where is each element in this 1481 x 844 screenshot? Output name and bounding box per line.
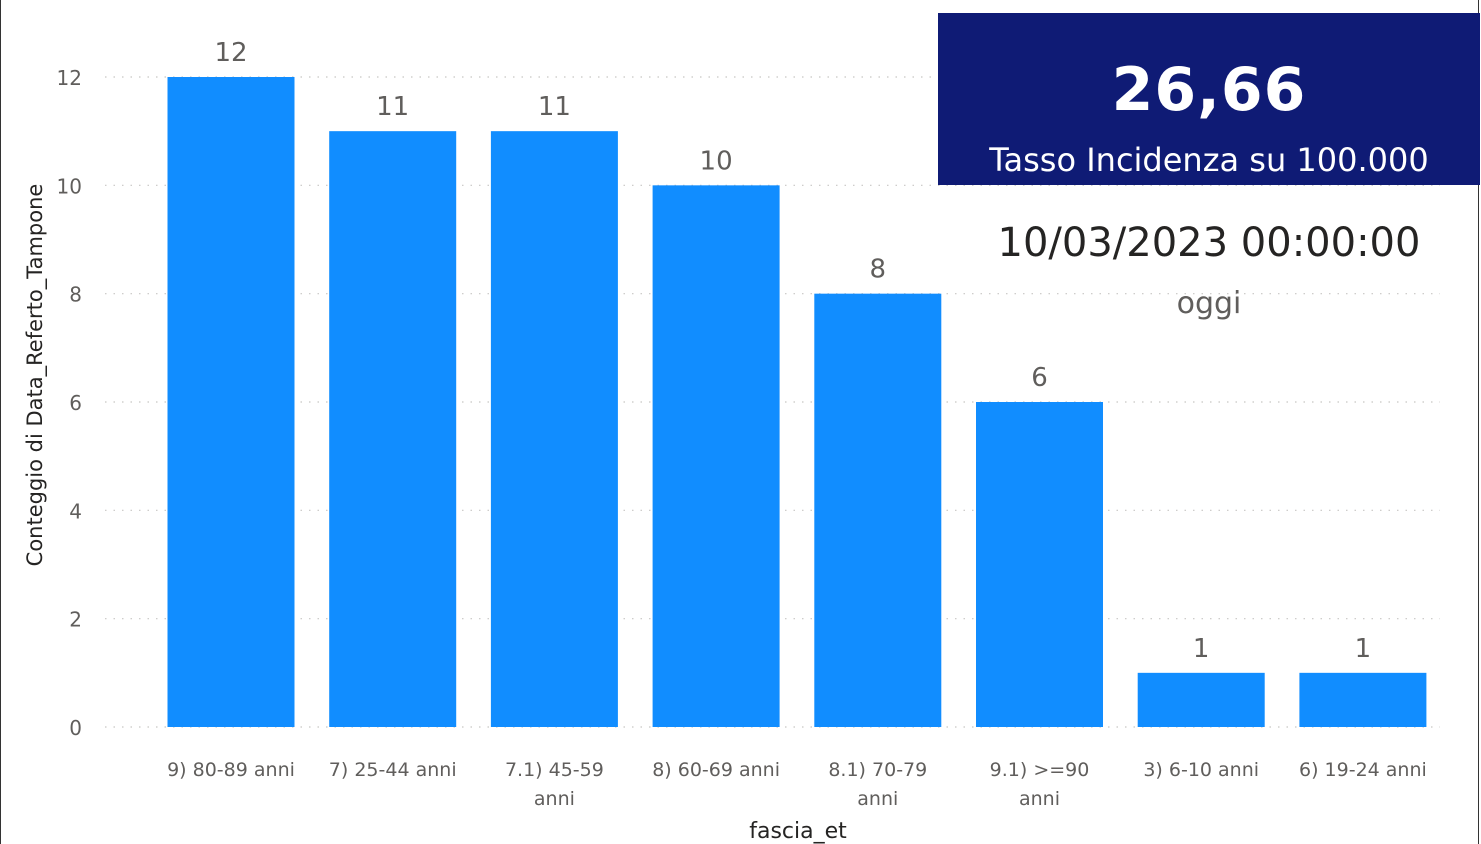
x-tick-label: 3) 6-10 anni: [1143, 759, 1259, 781]
y-tick-label: 12: [57, 66, 82, 90]
y-tick-label: 10: [57, 174, 82, 198]
x-tick-label: 7) 25-44 anni: [329, 759, 457, 781]
y-tick-label: 4: [69, 499, 82, 523]
x-tick-label: 9) 80-89 anni: [167, 759, 295, 781]
data-label: 8: [870, 255, 887, 285]
x-axis-ticks: 9) 80-89 anni 7) 25-44 anni 7.1) 45-59 anni…: [167, 759, 1427, 810]
date-card-value: 10/03/2023 00:00:00: [997, 220, 1421, 266]
gridlines: [105, 76, 1440, 728]
x-tick-label: 9.1) >=90 anni: [990, 759, 1090, 810]
data-label: 11: [376, 92, 409, 122]
kpi-value: 26,66: [1111, 55, 1307, 125]
y-axis-ticks: 0 2 4 6 8 10 12: [57, 66, 82, 740]
kpi-label: Tasso Incidenza su 100.000: [989, 141, 1429, 179]
x-tick-label: 8) 60-69 anni: [652, 759, 780, 781]
data-label: 12: [214, 38, 247, 68]
x-tick-label: 7.1) 45-59 anni: [505, 759, 604, 810]
bar: [329, 131, 457, 727]
x-tick-label: 6) 19-24 anni: [1299, 759, 1427, 781]
data-label: 10: [700, 146, 733, 176]
data-label: 1: [1193, 634, 1210, 664]
bar: [814, 293, 942, 727]
bar: [976, 402, 1103, 727]
kpi-card: 26,66 Tasso Incidenza su 100.000: [938, 13, 1480, 185]
bars: [167, 77, 1427, 728]
bar: [1299, 672, 1427, 727]
y-tick-label: 8: [69, 283, 82, 307]
x-tick-label: 8.1) 70-79 anni: [828, 759, 927, 810]
y-tick-label: 2: [69, 608, 82, 632]
bar: [167, 77, 295, 727]
x-axis-label: fascia_et: [749, 819, 847, 844]
bar: [652, 185, 780, 728]
data-label: 11: [538, 92, 571, 122]
y-tick-label: 0: [69, 716, 82, 740]
date-card-label: oggi: [1176, 286, 1242, 321]
y-tick-label: 6: [69, 391, 82, 415]
bar: [1137, 672, 1265, 727]
data-label: 6: [1031, 363, 1048, 393]
data-label: 1: [1355, 634, 1372, 664]
bar: [490, 131, 618, 727]
y-axis-label: Conteggio di Data_Referto_Tampone: [23, 184, 48, 567]
